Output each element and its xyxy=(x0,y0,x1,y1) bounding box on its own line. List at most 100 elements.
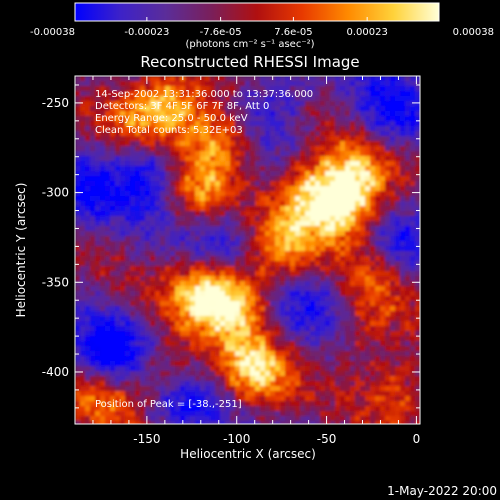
heat-cell xyxy=(315,101,321,107)
heat-cell xyxy=(405,156,411,162)
heat-cell xyxy=(370,256,376,262)
heat-cell xyxy=(275,231,281,237)
heat-cell xyxy=(380,401,386,407)
heat-cell xyxy=(210,396,216,402)
heat-cell xyxy=(370,421,376,424)
heat-cell xyxy=(385,421,391,424)
heat-cell xyxy=(335,131,341,137)
heat-cell xyxy=(240,271,246,277)
heat-cell xyxy=(225,391,231,397)
heat-cell xyxy=(165,206,171,212)
heat-cell xyxy=(285,411,291,417)
heat-cell xyxy=(235,151,241,157)
heat-cell xyxy=(220,396,226,402)
heat-cell xyxy=(105,251,111,257)
heat-cell xyxy=(115,131,121,137)
heat-cell xyxy=(360,111,366,117)
heat-cell xyxy=(180,141,186,147)
heat-cell xyxy=(205,316,211,322)
heat-cell xyxy=(255,401,261,407)
heat-cell xyxy=(315,341,321,347)
heat-cell xyxy=(415,186,420,192)
heat-cell xyxy=(205,321,211,327)
heat-cell xyxy=(135,271,141,277)
heat-cell xyxy=(140,91,146,97)
heat-cell xyxy=(185,416,191,422)
heat-cell xyxy=(105,196,111,202)
heat-cell xyxy=(95,126,101,132)
heat-cell xyxy=(310,351,316,357)
heat-cell xyxy=(220,136,226,142)
heat-cell xyxy=(380,421,386,424)
heat-cell xyxy=(310,356,316,362)
heat-cell xyxy=(335,101,341,107)
heat-cell xyxy=(155,186,161,192)
heat-cell xyxy=(115,221,121,227)
heat-cell xyxy=(290,76,296,82)
heat-cell xyxy=(245,231,251,237)
heat-cell xyxy=(175,261,181,267)
heat-cell xyxy=(195,91,201,97)
heat-cell xyxy=(125,346,131,352)
heat-cell xyxy=(365,156,371,162)
heat-cell xyxy=(205,211,211,217)
heat-cell xyxy=(365,311,371,317)
heat-cell xyxy=(300,161,306,167)
heat-cell xyxy=(385,141,391,147)
heat-cell xyxy=(75,316,81,322)
heat-cell xyxy=(90,206,96,212)
heat-cell xyxy=(405,421,411,424)
heat-cell xyxy=(285,231,291,237)
heat-cell xyxy=(220,196,226,202)
heat-cell xyxy=(340,101,346,107)
heat-cell xyxy=(275,406,281,412)
heat-cell xyxy=(140,166,146,172)
heat-cell xyxy=(375,136,381,142)
heat-cell xyxy=(375,386,381,392)
heat-cell xyxy=(165,216,171,222)
heat-cell xyxy=(175,291,181,297)
heat-cell xyxy=(80,321,86,327)
heat-cell xyxy=(160,316,166,322)
heat-cell xyxy=(115,141,121,147)
heat-cell xyxy=(225,86,231,92)
heat-cell xyxy=(125,411,131,417)
heat-cell xyxy=(405,261,411,267)
heat-cell xyxy=(150,111,156,117)
heat-cell xyxy=(285,81,291,87)
heat-cell xyxy=(385,196,391,202)
heat-cell xyxy=(400,251,406,257)
heat-cell xyxy=(290,401,296,407)
heat-cell xyxy=(385,151,391,157)
heat-cell xyxy=(195,101,201,107)
heat-cell xyxy=(365,411,371,417)
heat-cell xyxy=(280,236,286,242)
heat-cell xyxy=(140,286,146,292)
heat-cell xyxy=(340,91,346,97)
heat-cell xyxy=(140,326,146,332)
heat-cell xyxy=(150,301,156,307)
heat-cell xyxy=(200,361,206,367)
heat-cell xyxy=(405,186,411,192)
heat-cell xyxy=(205,271,211,277)
heat-cell xyxy=(205,81,211,87)
heat-cell xyxy=(80,306,86,312)
heat-cell xyxy=(345,266,351,272)
heat-cell xyxy=(310,196,316,202)
heat-cell xyxy=(215,116,221,122)
heat-cell xyxy=(200,326,206,332)
heat-cell xyxy=(270,166,276,172)
heat-cell xyxy=(250,401,256,407)
heat-cell xyxy=(370,406,376,412)
heat-cell xyxy=(415,276,420,282)
heat-cell xyxy=(255,181,261,187)
heat-cell xyxy=(265,416,271,422)
heat-cell xyxy=(85,91,91,97)
heat-cell xyxy=(170,281,176,287)
heat-cell xyxy=(290,281,296,287)
heat-cell xyxy=(180,151,186,157)
heat-cell xyxy=(390,101,396,107)
heat-cell xyxy=(395,266,401,272)
heat-cell xyxy=(345,411,351,417)
heat-cell xyxy=(410,296,416,302)
